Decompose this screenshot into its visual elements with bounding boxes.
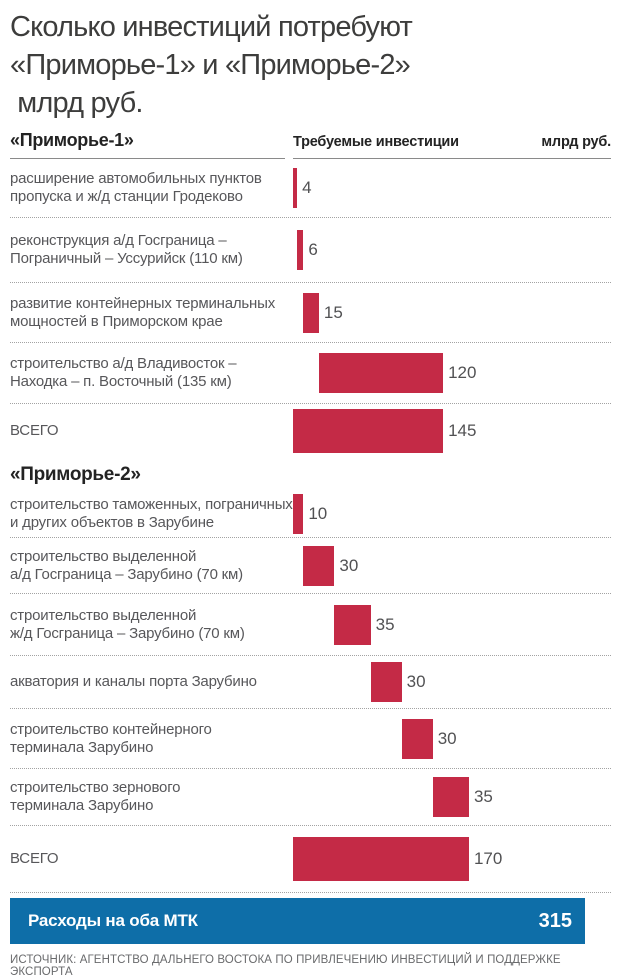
table-row: реконструкция а/д Госграница – Пограничн… — [10, 218, 611, 283]
row-label: строительство а/д Владивосток – Находка … — [10, 355, 237, 390]
bar — [318, 353, 444, 393]
table-row: строительство зернового терминала Заруби… — [10, 769, 611, 826]
bar-area: 30 — [293, 545, 611, 586]
row-label: ВСЕГО — [10, 850, 59, 867]
bar — [432, 777, 469, 817]
bar — [293, 168, 298, 208]
bar-value: 30 — [437, 728, 457, 748]
row-label: развитие контейнерных терминальных мощно… — [10, 294, 276, 330]
bar — [293, 494, 304, 534]
table-row: строительство выделенной ж/д Госграница … — [10, 594, 611, 656]
column-header-cell: Требуемые инвестиции млрд руб. — [293, 134, 611, 159]
row-label: акватория и каналы порта Зарубино — [10, 673, 257, 690]
bar-area: 6 — [293, 230, 611, 270]
table-row: строительство таможенных, пограничных и … — [10, 491, 611, 538]
bar-area: 35 — [293, 777, 611, 817]
bar — [370, 662, 402, 702]
table-row: строительство а/д Владивосток – Находка … — [10, 343, 611, 404]
section-primorye2-rows: строительство таможенных, пограничных и … — [10, 491, 611, 893]
bar-area: 10 — [293, 494, 611, 534]
row-label: строительство выделенной а/д Госграница … — [10, 547, 243, 583]
bar-area: 15 — [293, 292, 611, 333]
bar — [297, 230, 304, 270]
row-label: реконструкция а/д Госграница – Пограничн… — [10, 232, 243, 267]
bar — [293, 409, 444, 453]
table-row: развитие контейнерных терминальных мощно… — [10, 283, 611, 343]
bar-value: 15 — [323, 302, 343, 322]
bar-value: 30 — [339, 555, 359, 575]
grand-total-bar: Расходы на оба МТК 315 — [10, 898, 585, 944]
bar — [334, 604, 371, 645]
bar — [293, 837, 469, 881]
source-note: ИСТОЧНИК: АГЕНТСТВО ДАЛЬНЕГО ВОСТОКА ПО … — [10, 954, 561, 978]
bar — [401, 718, 433, 759]
table-row: строительство выделенной а/д Госграница … — [10, 538, 611, 594]
grand-total-value: 315 — [538, 909, 572, 932]
section-primorye1-rows: расширение автомобильных пунктов пропуск… — [10, 159, 611, 458]
total-row: ВСЕГО 170 — [10, 826, 611, 893]
row-label: расширение автомобильных пунктов пропуск… — [10, 170, 262, 205]
bar-area: 4 — [293, 168, 611, 208]
bar-area: 120 — [293, 353, 611, 393]
row-label: ВСЕГО — [10, 422, 59, 439]
bar — [303, 545, 335, 586]
column-header-unit: млрд руб. — [541, 134, 611, 150]
bar-value: 120 — [448, 363, 477, 382]
bar-area: 30 — [293, 662, 611, 702]
bar-value: 35 — [375, 614, 395, 634]
row-label: строительство таможенных, пограничных и … — [10, 496, 293, 531]
section-heading-primorye1: «Приморье-1» — [10, 130, 285, 159]
table-row: расширение автомобильных пунктов пропуск… — [10, 159, 611, 218]
row-label: строительство выделенной ж/д Госграница … — [10, 606, 245, 642]
total-row: ВСЕГО 145 — [10, 404, 611, 458]
table-row: строительство контейнерного терминала За… — [10, 709, 611, 769]
bar-area: 145 — [293, 409, 611, 453]
section-heading-primorye2: «Приморье-2» — [10, 463, 141, 485]
bar-area: 35 — [293, 604, 611, 645]
bar-value: 145 — [448, 421, 477, 440]
bar — [303, 292, 319, 333]
column-header-investments: Требуемые инвестиции — [293, 134, 459, 150]
bar-value: 6 — [308, 240, 318, 259]
bar-area: 170 — [293, 837, 611, 881]
bar-area: 30 — [293, 718, 611, 759]
column-header-row: «Приморье-1» Требуемые инвестиции млрд р… — [10, 130, 611, 159]
bar-value: 4 — [302, 178, 312, 197]
bar-value: 35 — [473, 787, 493, 806]
row-label: строительство контейнерного терминала За… — [10, 720, 212, 756]
table-row: акватория и каналы порта Зарубино 30 — [10, 656, 611, 709]
bar-value: 170 — [473, 849, 503, 868]
chart-title: Сколько инвестиций потребуют «Приморье-1… — [10, 11, 413, 119]
bar-value: 30 — [406, 672, 426, 691]
bar-value: 10 — [308, 504, 328, 523]
row-label: строительство зернового терминала Заруби… — [10, 779, 181, 814]
grand-total-label: Расходы на оба МТК — [28, 911, 198, 930]
